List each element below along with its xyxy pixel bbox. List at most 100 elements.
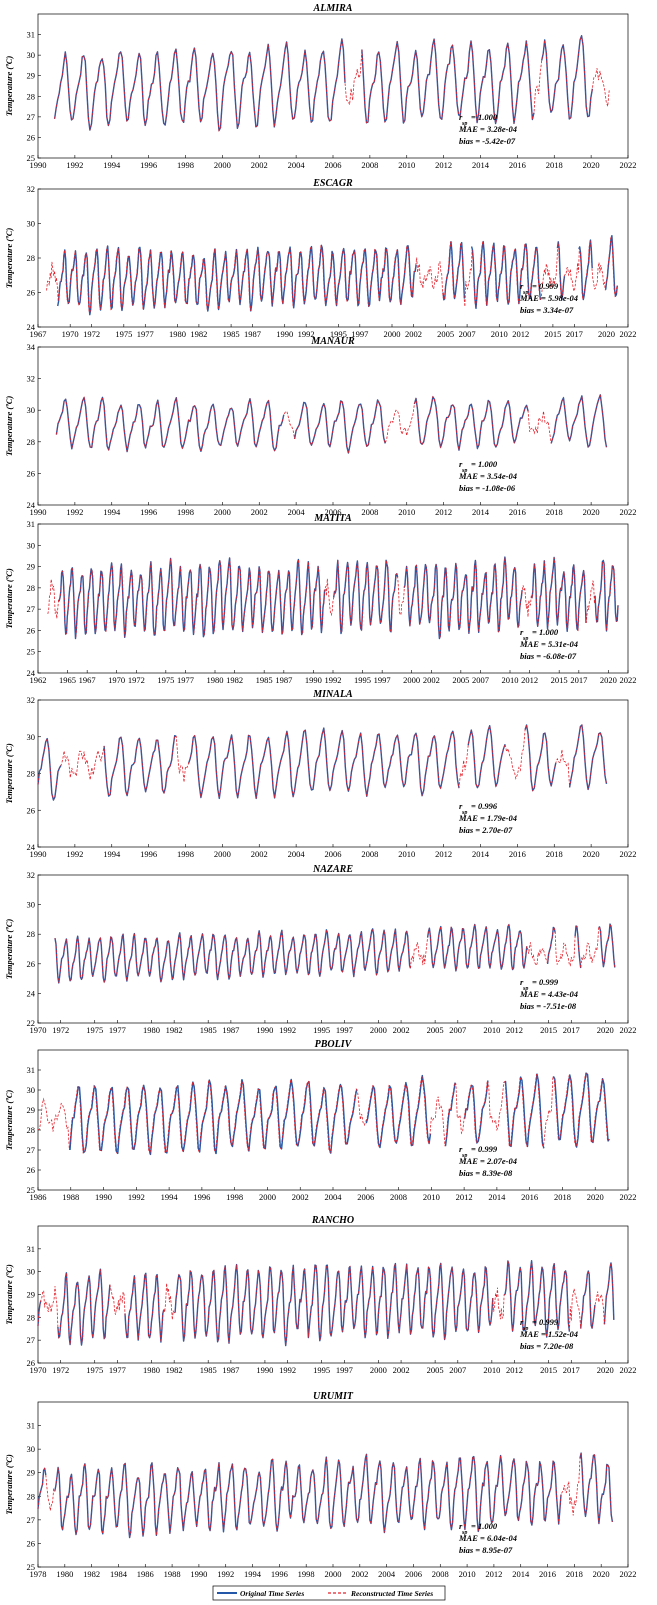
reconstructed-series-line <box>37 1453 613 1538</box>
y-tick-label: 25 <box>27 1185 36 1195</box>
x-tick-label: 1990 <box>256 1365 273 1375</box>
x-tick-label: 2000 <box>214 160 231 170</box>
x-tick-label: 2017 <box>563 1365 580 1375</box>
y-tick-label: 27 <box>27 112 36 122</box>
x-tick-label: 2002 <box>405 329 422 339</box>
y-axis-label: Temperature (ºC) <box>4 396 14 457</box>
y-tick-label: 26 <box>27 132 36 142</box>
stat-r-label: r <box>459 459 463 469</box>
y-axis-label: Temperature (ºC) <box>4 1264 14 1325</box>
x-tick-label: 1970 <box>62 329 79 339</box>
y-tick-label: 32 <box>27 374 36 384</box>
stat-r-value: = 1.000 <box>471 459 498 469</box>
x-tick-label: 2020 <box>587 1192 604 1202</box>
x-tick-label: 1980 <box>56 1569 73 1579</box>
y-tick-label: 30 <box>27 50 36 60</box>
x-tick-label: 1988 <box>164 1569 181 1579</box>
legend-original-label: Original Time Series <box>240 1589 304 1598</box>
x-tick-label: 1975 <box>86 1365 103 1375</box>
y-tick-label: 28 <box>27 253 36 263</box>
x-tick-label: 2020 <box>597 1365 614 1375</box>
reconstructed-series-line <box>46 235 618 315</box>
x-tick-label: 2014 <box>472 849 490 859</box>
x-tick-label: 2015 <box>540 1365 557 1375</box>
x-tick-label: 1987 <box>222 1025 239 1035</box>
y-tick-label: 26 <box>27 805 36 815</box>
panel-manaur: MANAUR Temperature (ºC) 1990 1992 1994 1996 19… <box>4 336 637 517</box>
x-tick-label: 2006 <box>325 507 342 517</box>
x-tick-label: 2010 <box>398 507 415 517</box>
x-tick-label: 1998 <box>226 1192 243 1202</box>
x-tick-label: 2000 <box>403 675 420 685</box>
x-tick-label: 1994 <box>103 507 121 517</box>
x-tick-label: 2012 <box>485 1569 502 1579</box>
stat-r-value: = 0.999 <box>532 281 559 291</box>
x-tick-label: 2012 <box>521 675 538 685</box>
chart-title: URUMIT <box>313 1391 354 1402</box>
y-tick-label: 28 <box>27 583 36 593</box>
x-tick-label: 2002 <box>393 1365 410 1375</box>
x-tick-label: 1992 <box>217 1569 234 1579</box>
x-tick-label: 2020 <box>583 507 600 517</box>
x-tick-label: 1985 <box>256 675 273 685</box>
x-tick-label: 2002 <box>393 1025 410 1035</box>
panel-almira: ALMIRA Temperature (ºC) 1990 1992 1994 1996 19… <box>4 3 637 170</box>
x-tick-label: 1970 <box>30 1025 47 1035</box>
x-tick-label: 1965 <box>59 675 76 685</box>
y-tick-label: 30 <box>27 540 36 550</box>
stat-r-value: = 1.000 <box>471 1521 498 1531</box>
original-series-line <box>69 1078 358 1156</box>
y-tick-label: 34 <box>27 342 36 352</box>
x-tick-label: 1990 <box>190 1569 207 1579</box>
y-tick-label: 24 <box>27 988 36 998</box>
x-tick-label: 1992 <box>279 1025 296 1035</box>
y-tick-label: 22 <box>27 1018 36 1028</box>
y-tick-label: 24 <box>27 500 36 510</box>
x-tick-label: 1985 <box>200 1365 217 1375</box>
chart-title: PBOLIV <box>315 1039 353 1050</box>
original-series-line <box>464 1080 489 1144</box>
reconstructed-series-line <box>37 1072 610 1155</box>
x-tick-label: 2010 <box>398 160 415 170</box>
x-tick-label: 2012 <box>506 1365 523 1375</box>
x-tick-label: 2000 <box>384 329 401 339</box>
x-tick-label: 2020 <box>600 675 617 685</box>
y-tick-label: 29 <box>27 71 36 81</box>
y-tick-label: 26 <box>27 288 36 298</box>
stat-r-value: = 0.999 <box>471 1144 498 1154</box>
x-tick-label: 2002 <box>251 507 268 517</box>
x-tick-label: 1996 <box>140 160 157 170</box>
y-tick-label: 29 <box>27 562 36 572</box>
x-tick-label: 1997 <box>336 1365 353 1375</box>
x-tick-label: 1975 <box>115 329 132 339</box>
x-tick-label: 2005 <box>452 675 469 685</box>
y-tick-label: 27 <box>27 604 36 614</box>
stat-r-label: r <box>520 1317 524 1327</box>
reconstructed-series-line <box>37 1260 615 1346</box>
stat-r-label: r <box>459 1521 463 1531</box>
x-tick-label: 2000 <box>259 1192 276 1202</box>
stat-r-value: = 0.996 <box>471 801 498 811</box>
stat-r-subscript: sp <box>522 1326 528 1332</box>
x-tick-label: 2012 <box>435 507 452 517</box>
x-tick-label: 2010 <box>423 1192 440 1202</box>
x-tick-label: 2018 <box>546 160 563 170</box>
x-tick-label: 2007 <box>449 1025 466 1035</box>
x-tick-label: 2012 <box>435 160 452 170</box>
x-tick-label: 1982 <box>190 329 207 339</box>
stat-r-label: r <box>520 627 524 637</box>
x-tick-label: 2010 <box>502 675 519 685</box>
panel-rancho: RANCHO Temperature (ºC) 1970 1972 1975 1977 19… <box>4 1215 637 1375</box>
x-tick-label: 1975 <box>86 1025 103 1035</box>
x-tick-label: 1995 <box>313 1025 330 1035</box>
x-tick-label: 2010 <box>491 329 508 339</box>
stat-r-label: r <box>459 801 463 811</box>
x-tick-label: 1997 <box>351 329 368 339</box>
y-axis-label: Temperature (ºC) <box>4 743 14 804</box>
x-tick-label: 1967 <box>30 329 47 339</box>
stat-bias: bias = 8.39e-08 <box>459 1168 513 1178</box>
y-tick-label: 28 <box>27 929 36 939</box>
x-tick-label: 2017 <box>566 329 583 339</box>
chart-title: ESCAGR <box>312 178 353 189</box>
stat-r-subscript: sp <box>461 1530 467 1536</box>
